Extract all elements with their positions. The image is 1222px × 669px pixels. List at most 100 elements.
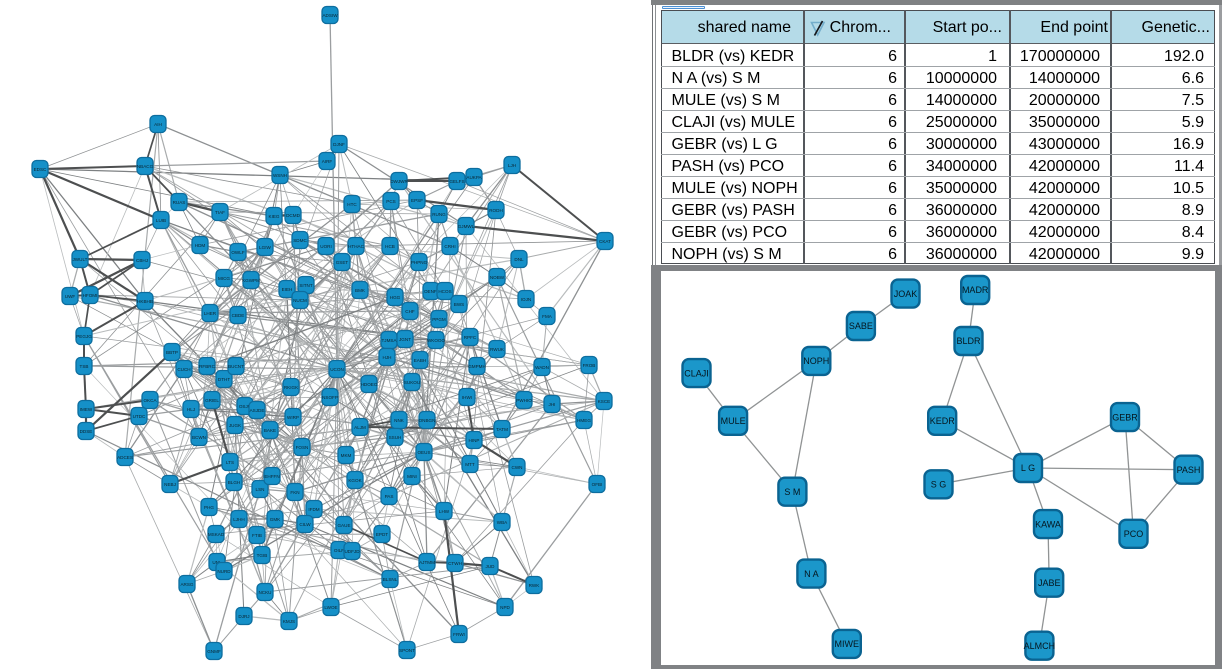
svg-text:TIAF: TIAF	[215, 210, 225, 215]
svg-text:BBTP: BBTP	[166, 350, 178, 355]
svg-text:FKN: FKN	[290, 490, 299, 495]
svg-text:OILF: OILF	[334, 548, 344, 553]
svg-text:WSNH: WSNH	[273, 173, 287, 178]
svg-text:HDOEO: HDOEO	[361, 382, 378, 387]
svg-text:NEBJ: NEBJ	[164, 482, 176, 487]
svg-text:RUNG: RUNG	[432, 212, 446, 217]
svg-text:GNMF: GNMF	[207, 649, 221, 654]
svg-text:WBA: WBA	[497, 520, 508, 525]
svg-text:UDFJD: UDFJD	[344, 549, 360, 554]
svg-text:IMEW: IMEW	[80, 407, 93, 412]
svg-text:OFBI: OFBI	[592, 482, 603, 487]
svg-text:MADR: MADR	[962, 285, 989, 295]
svg-text:S G: S G	[931, 480, 947, 490]
svg-text:KGOK: KGOK	[348, 478, 362, 483]
svg-text:HTHAC: HTHAC	[348, 244, 365, 249]
svg-text:BUCNT: BUCNT	[228, 364, 244, 369]
svg-text:HTC: HTC	[347, 202, 357, 207]
svg-text:LHER: LHER	[204, 311, 217, 316]
svg-text:PCS: PCS	[386, 199, 395, 204]
svg-text:ONBGN: ONBGN	[419, 418, 436, 423]
svg-text:RUAS: RUAS	[173, 200, 186, 205]
svg-text:UCON: UCON	[330, 367, 344, 372]
svg-text:WADN: WADN	[535, 365, 549, 370]
svg-text:CUCH: CUCH	[177, 367, 190, 372]
svg-text:JGNT: JGNT	[399, 337, 411, 342]
svg-text:BWS: BWS	[454, 302, 464, 307]
svg-text:SDMC: SDMC	[293, 238, 307, 243]
svg-text:OENFI: OENFI	[424, 289, 438, 294]
svg-text:SSUH: SSUH	[389, 435, 402, 440]
svg-text:CWN: CWN	[512, 465, 523, 470]
svg-text:LJHH: LJHH	[233, 517, 245, 522]
svg-text:RKIGK: RKIGK	[284, 385, 299, 390]
svg-text:TGIB: TGIB	[257, 553, 268, 558]
svg-text:EABH: EABH	[414, 358, 427, 363]
svg-text:PEGJG: PEGJG	[76, 334, 92, 339]
svg-text:ADCES: ADCES	[117, 455, 133, 460]
svg-text:BLGH: BLGH	[228, 480, 241, 485]
svg-text:MSKAD: MSKAD	[208, 532, 225, 537]
svg-text:FROB: FROB	[583, 363, 596, 368]
svg-text:ASJDE: ASJDE	[250, 408, 265, 413]
svg-text:IHWI: IHWI	[462, 395, 472, 400]
svg-text:KAWA: KAWA	[1035, 519, 1061, 529]
svg-text:GELFS: GELFS	[449, 179, 464, 184]
svg-text:CBHJ: CBHJ	[136, 258, 148, 263]
svg-text:UWF: UWF	[65, 294, 76, 299]
svg-text:CKAT: CKAT	[599, 239, 611, 244]
svg-text:IOJN: IOJN	[521, 297, 531, 302]
svg-text:ARSG: ARSG	[180, 582, 193, 587]
svg-text:LJH: LJH	[508, 163, 516, 168]
svg-text:EDSC: EDSC	[34, 167, 47, 172]
svg-text:DCMD: DCMD	[286, 213, 300, 218]
svg-text:PHG: PHG	[204, 505, 214, 510]
svg-text:HCB: HCB	[385, 244, 395, 249]
svg-text:NBACG: NBACG	[137, 164, 154, 169]
svg-text:CTWH: CTWH	[448, 561, 462, 566]
svg-text:WIRP: WIRP	[287, 415, 299, 420]
svg-text:KMJS: KMJS	[283, 619, 295, 624]
svg-text:JWULT: JWULT	[73, 257, 88, 262]
svg-text:N A: N A	[804, 569, 819, 579]
svg-text:MTT: MTT	[465, 462, 475, 467]
svg-text:NCKU: NCKU	[258, 590, 271, 595]
svg-text:MIWE: MIWE	[835, 639, 860, 649]
svg-text:JUGK: JUGK	[229, 423, 242, 428]
svg-text:AIRF: AIRF	[322, 159, 333, 164]
svg-text:NOBW: NOBW	[490, 275, 505, 280]
svg-text:PCO: PCO	[1124, 529, 1144, 539]
svg-text:LSN: LSN	[256, 487, 265, 492]
svg-text:HFOMI: HFOMI	[83, 293, 98, 298]
svg-text:S M: S M	[784, 487, 800, 497]
svg-text:KGWPM: KGWPM	[242, 278, 260, 283]
svg-text:TJMSA: TJMSA	[381, 338, 397, 343]
svg-text:GEBR: GEBR	[1112, 412, 1138, 422]
svg-text:NOPH: NOPH	[803, 356, 829, 366]
svg-text:AUKPA: AUKPA	[466, 175, 482, 180]
svg-text:CBDE: CBDE	[232, 313, 245, 318]
svg-text:PWHIO: PWHIO	[516, 398, 532, 403]
svg-text:OKCA: OKCA	[143, 398, 157, 403]
svg-text:FMA: FMA	[542, 314, 553, 319]
svg-text:NPD: NPD	[500, 605, 510, 610]
svg-text:UORI: UORI	[320, 244, 331, 249]
svg-text:PAS: PAS	[385, 494, 394, 499]
svg-text:FRWI: FRWI	[453, 632, 465, 637]
svg-text:PHPNG: PHPNG	[411, 260, 428, 265]
svg-text:BCWN: BCWN	[192, 435, 206, 440]
svg-text:BLDR: BLDR	[956, 336, 981, 346]
svg-text:EPDT: EPDT	[376, 532, 388, 537]
svg-text:HKBHB: HKBHB	[137, 299, 153, 304]
svg-text:ALMCH: ALMCH	[1024, 641, 1056, 651]
svg-text:AJTMM: AJTMM	[419, 560, 435, 565]
svg-text:RPFC: RPFC	[464, 335, 477, 340]
svg-text:HCOS: HCOS	[438, 289, 451, 294]
svg-text:LHW: LHW	[439, 509, 450, 514]
svg-text:TATM: TATM	[496, 427, 508, 432]
svg-text:GAUE: GAUE	[337, 523, 350, 528]
svg-text:BMK: BMK	[355, 288, 366, 293]
svg-text:LTS: LTS	[226, 460, 234, 465]
svg-text:SITNT: SITNT	[299, 283, 312, 288]
svg-text:JHI: JHI	[549, 402, 556, 407]
